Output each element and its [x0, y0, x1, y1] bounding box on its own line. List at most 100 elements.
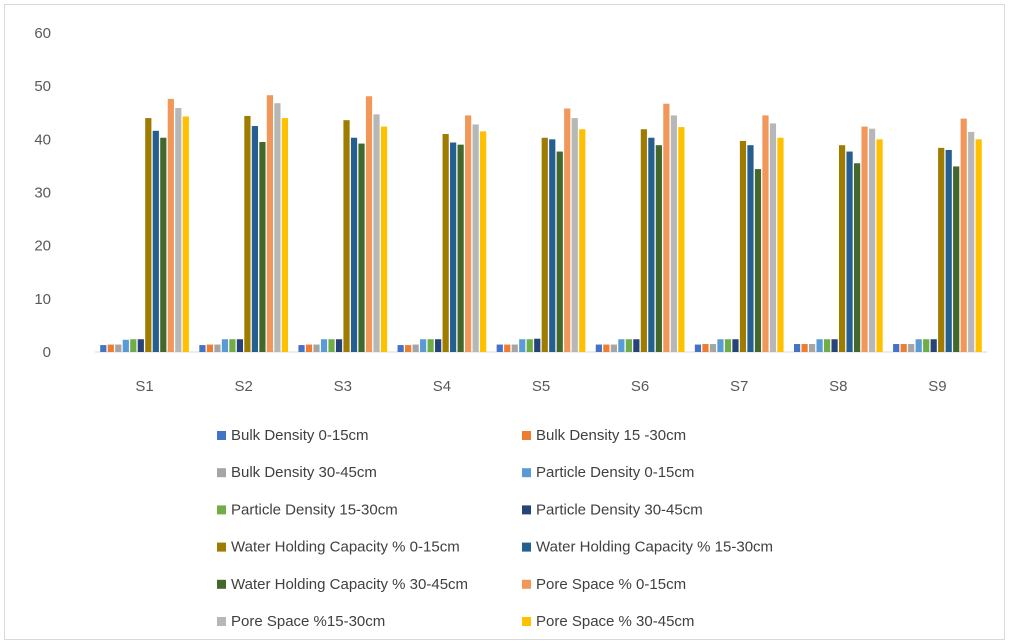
- y-tick-label: 10: [34, 291, 51, 308]
- bar: [281, 118, 289, 352]
- x-tick-label: S5: [532, 378, 550, 395]
- x-tick-label: S3: [334, 378, 352, 395]
- legend-label: Particle Density 0-15cm: [536, 464, 694, 481]
- bar: [831, 339, 838, 352]
- bar: [221, 339, 229, 352]
- legend: Bulk Density 0-15cm Bulk Density 15 -30cm…: [217, 427, 773, 630]
- bar: [571, 118, 578, 352]
- bar: [420, 339, 427, 352]
- legend-swatch: [217, 468, 226, 478]
- y-tick-label: 60: [34, 25, 51, 42]
- legend-swatch: [217, 505, 226, 515]
- bar: [274, 103, 281, 353]
- bar: [861, 126, 868, 352]
- bar: [335, 339, 343, 352]
- y-tick-label: 30: [34, 185, 51, 202]
- bar: [152, 130, 159, 352]
- bar: [732, 339, 739, 352]
- bar: [853, 163, 861, 352]
- bar: [130, 339, 137, 352]
- legend-label: Water Holding Capacity % 0-15cm: [231, 539, 460, 556]
- x-tick-label: S4: [433, 378, 451, 395]
- bar: [266, 95, 274, 352]
- bar: [739, 140, 747, 352]
- legend-swatch: [522, 617, 531, 626]
- y-tick-label: 50: [34, 78, 51, 95]
- bar: [747, 145, 754, 352]
- bar: [122, 339, 129, 352]
- bar: [350, 137, 358, 352]
- bar: [618, 339, 625, 352]
- bar: [100, 345, 107, 352]
- legend-swatch: [522, 579, 531, 589]
- bar: [442, 134, 449, 352]
- bar: [427, 339, 434, 352]
- bar: [229, 339, 236, 352]
- bar: [549, 139, 556, 352]
- x-tick-label: S1: [135, 378, 153, 395]
- bar: [244, 115, 251, 352]
- bar: [648, 137, 655, 352]
- bar: [564, 108, 571, 352]
- bar: [199, 345, 206, 352]
- bar: [472, 124, 479, 353]
- bar: [526, 339, 533, 352]
- bar: [541, 137, 548, 352]
- bar: [328, 339, 335, 352]
- bar: [380, 126, 388, 352]
- y-tick-label: 40: [34, 131, 51, 148]
- x-tick-label: S7: [730, 378, 748, 395]
- bar: [968, 131, 975, 352]
- bar: [603, 344, 610, 352]
- bar: [930, 339, 937, 352]
- legend-label: Water Holding Capacity % 15-30cm: [536, 539, 773, 556]
- bar: [945, 149, 952, 352]
- bar: [678, 127, 685, 352]
- bar: [214, 344, 221, 352]
- bar: [610, 344, 617, 352]
- bar: [251, 126, 259, 353]
- bar: [107, 344, 114, 352]
- legend-label: Particle Density 15-30cm: [231, 501, 398, 518]
- bar: [480, 131, 487, 352]
- bar: [160, 137, 167, 352]
- bar: [709, 344, 717, 352]
- legend-label: Water Holding Capacity % 30-45cm: [231, 576, 468, 593]
- x-tick-label: S2: [234, 378, 252, 395]
- legend-label: Pore Space % 0-15cm: [536, 576, 686, 593]
- bar: [793, 344, 801, 352]
- bar: [823, 339, 831, 352]
- bar: [762, 115, 769, 353]
- legend-label: Bulk Density 15 -30cm: [536, 427, 686, 444]
- legend-label: Particle Density 30-45cm: [536, 501, 703, 518]
- legend-label: Pore Space %15-30cm: [231, 613, 385, 630]
- bar: [633, 339, 640, 352]
- bar: [640, 129, 647, 352]
- bar: [717, 339, 724, 352]
- bar: [953, 166, 960, 352]
- x-axis-ticks: S1 S2 S3 S4 S5 S6 S7 S8 S9: [135, 378, 946, 395]
- bar: [457, 144, 464, 352]
- legend-label: Bulk Density 0-15cm: [231, 427, 369, 444]
- bar: [754, 169, 762, 352]
- bar: [663, 103, 670, 352]
- bar: [450, 142, 457, 352]
- legend-swatch: [217, 579, 226, 589]
- y-tick-label: 20: [34, 238, 51, 255]
- bar: [846, 151, 853, 352]
- legend-label: Bulk Density 30-45cm: [231, 464, 377, 481]
- bar: [556, 151, 563, 352]
- legend-swatch: [217, 542, 226, 552]
- bar: [182, 116, 189, 352]
- bar: [435, 339, 442, 352]
- bar: [595, 344, 602, 352]
- legend-swatch: [217, 617, 226, 626]
- bar: [313, 344, 320, 352]
- bar: [777, 137, 784, 352]
- legend-swatch: [217, 431, 226, 440]
- bar: [702, 344, 709, 352]
- bar: [724, 339, 732, 352]
- bar: [145, 118, 152, 352]
- bar: [236, 339, 244, 352]
- bar: [670, 115, 677, 353]
